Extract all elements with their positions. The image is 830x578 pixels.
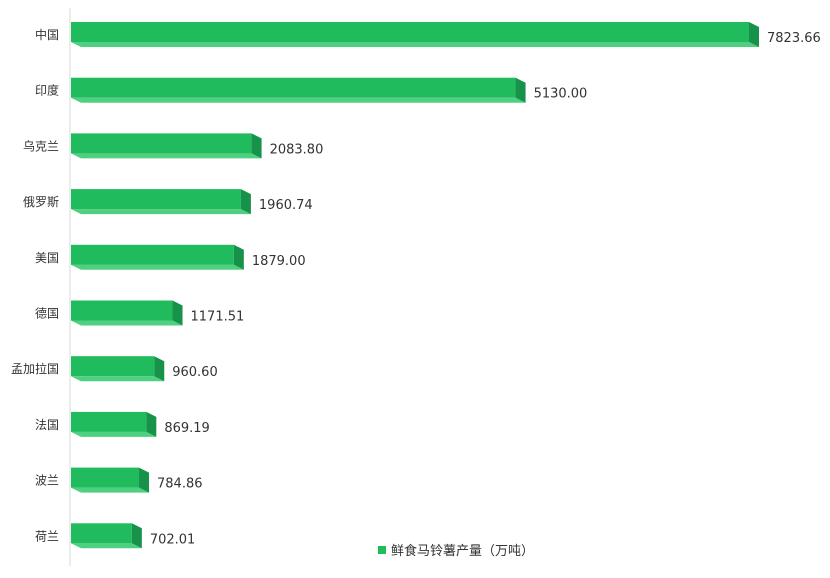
- bar-side-face: [240, 189, 251, 215]
- category-label: 德国: [35, 306, 59, 321]
- value-label: 1879.00: [252, 254, 306, 269]
- category-label: 波兰: [35, 474, 59, 488]
- bar-bottom-face: [71, 97, 526, 103]
- value-label: 869.19: [164, 421, 210, 436]
- category-label: 荷兰: [35, 529, 59, 543]
- value-label: 1171.51: [191, 310, 245, 325]
- value-label: 2083.80: [270, 142, 324, 157]
- bar-side-face: [139, 467, 150, 493]
- legend-label: 鲜食马铃薯产量（万吨）: [391, 544, 535, 559]
- category-label: 孟加拉国: [11, 361, 59, 376]
- bar-side-face: [749, 22, 759, 47]
- category-label: 中国: [35, 27, 59, 42]
- value-label: 1960.74: [259, 198, 313, 213]
- bar: [71, 22, 749, 42]
- bar: [71, 133, 252, 154]
- bar: [71, 300, 173, 321]
- labels-group: 中国 7823.66 印度 5130.00 乌克兰 2083.80 俄罗斯 1960.74 美国…: [11, 27, 821, 547]
- bar-bottom-face: [71, 153, 262, 159]
- bar-side-face: [172, 300, 183, 326]
- category-label: 法国: [35, 418, 59, 432]
- bar-bottom-face: [71, 264, 244, 270]
- bar: [71, 77, 516, 98]
- bars-group: [71, 22, 759, 549]
- category-label: 美国: [35, 251, 59, 265]
- bar-bottom-face: [71, 487, 150, 493]
- bar: [71, 523, 132, 544]
- value-label: 7823.66: [767, 31, 821, 46]
- value-label: 784.86: [157, 477, 203, 492]
- bar: [71, 467, 140, 488]
- bar-bottom-face: [71, 42, 759, 47]
- value-label: 702.01: [150, 532, 196, 547]
- bar-bottom-face: [71, 320, 183, 326]
- bar: [71, 189, 241, 210]
- bar: [71, 411, 147, 432]
- category-label: 俄罗斯: [23, 195, 59, 209]
- bar-side-face: [154, 356, 165, 382]
- bar-side-face: [146, 411, 157, 437]
- bar-side-face: [131, 523, 142, 549]
- legend: 鲜食马铃薯产量（万吨）: [378, 540, 534, 559]
- bar-bottom-face: [71, 543, 142, 549]
- bar-bottom-face: [71, 376, 165, 382]
- bar: [71, 356, 155, 377]
- bar: [71, 244, 234, 265]
- bar-side-face: [251, 133, 262, 159]
- category-label: 乌克兰: [23, 138, 59, 153]
- bar-side-face: [233, 244, 244, 270]
- bar-bottom-face: [71, 431, 157, 437]
- legend-swatch: [378, 545, 386, 554]
- bar-bottom-face: [71, 209, 251, 215]
- bar-side-face: [515, 77, 526, 103]
- value-label: 960.60: [172, 365, 218, 380]
- category-label: 印度: [35, 83, 59, 98]
- value-label: 5130.00: [534, 87, 588, 102]
